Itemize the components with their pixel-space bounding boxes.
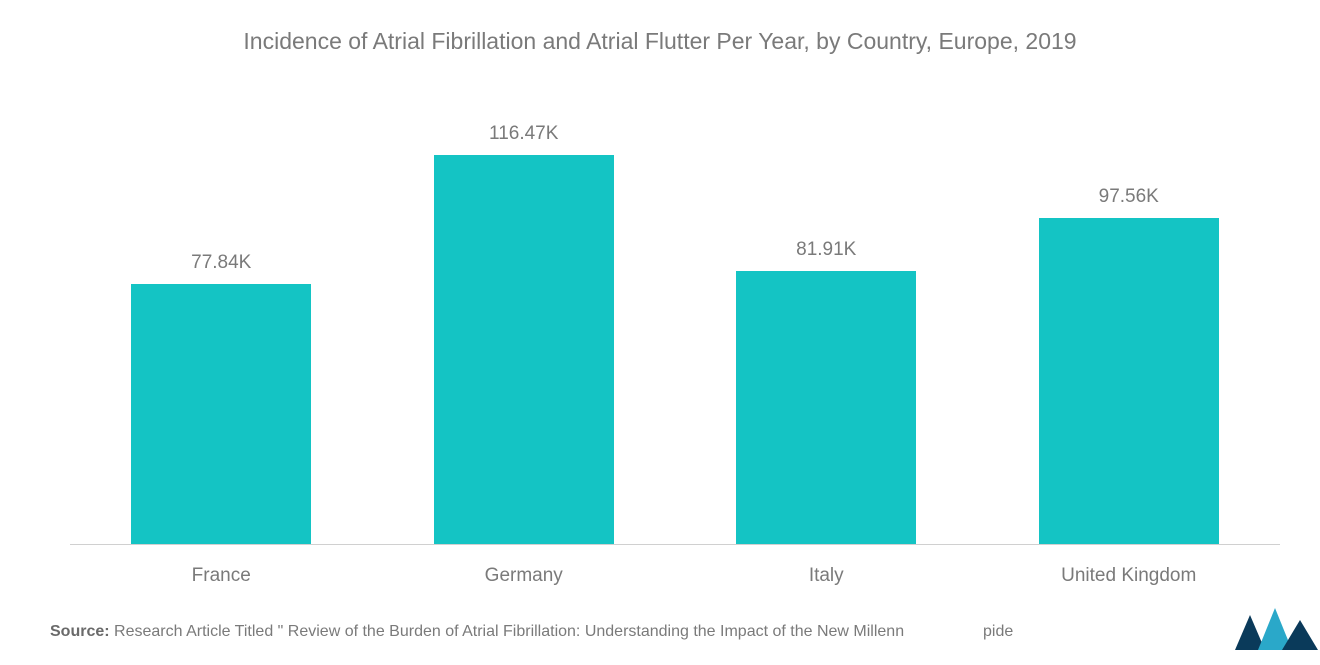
source-text-tail: pide: [983, 623, 1013, 640]
category-label: France: [88, 565, 354, 587]
source-text: Research Article Titled " Review of the …: [114, 623, 904, 640]
bar-uk: [1039, 218, 1219, 544]
bar-group: 116.47K: [391, 110, 657, 544]
bar-value-label: 77.84K: [191, 252, 251, 274]
chart-title: Incidence of Atrial Fibrillation and Atr…: [0, 0, 1320, 55]
chart-plot-area: 77.84K 116.47K 81.91K 97.56K: [70, 110, 1280, 545]
bar-france: [131, 284, 311, 544]
source-attribution: Source: Research Article Titled " Review…: [50, 623, 1300, 641]
source-label: Source:: [50, 623, 110, 640]
category-label: Germany: [391, 565, 657, 587]
bar-group: 77.84K: [88, 110, 354, 544]
bar-germany: [434, 155, 614, 544]
bar-value-label: 81.91K: [796, 239, 856, 261]
bar-group: 81.91K: [693, 110, 959, 544]
brand-logo-icon: [1230, 600, 1320, 655]
bar-italy: [736, 271, 916, 544]
category-label: Italy: [693, 565, 959, 587]
category-axis: France Germany Italy United Kingdom: [70, 565, 1280, 587]
bar-group: 97.56K: [996, 110, 1262, 544]
bar-value-label: 116.47K: [489, 123, 558, 145]
category-label: United Kingdom: [996, 565, 1262, 587]
bar-value-label: 97.56K: [1099, 186, 1159, 208]
